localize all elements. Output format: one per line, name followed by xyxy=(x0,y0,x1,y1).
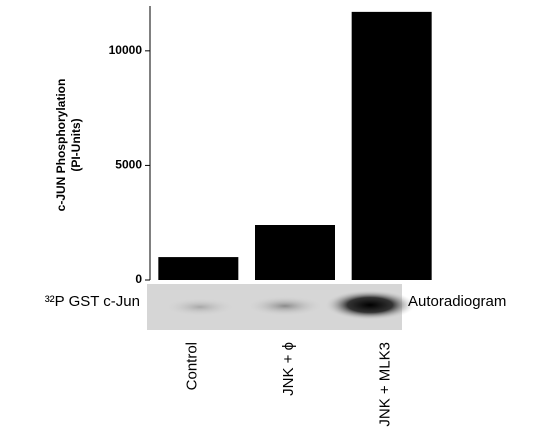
blot-band xyxy=(325,290,415,320)
bar xyxy=(158,257,238,280)
y-tick-label: 0 xyxy=(135,272,142,286)
x-tick-group: Control xyxy=(183,342,200,390)
x-tick-label: Control xyxy=(183,342,200,390)
autoradiogram xyxy=(147,284,415,330)
x-tick-group: JNK + MLK3 xyxy=(377,342,394,427)
y-axis-unit: (PI-Units) xyxy=(69,118,83,171)
bar xyxy=(352,12,432,280)
blot-label: ³²P GST c-Jun xyxy=(45,293,140,310)
chart: ³²P GST c-Jun Autoradiogram c-JUN Phosph… xyxy=(0,0,543,442)
blot-band xyxy=(247,296,323,316)
y-tick-label: 10000 xyxy=(109,43,143,57)
x-tick-label: JNK + ϕ xyxy=(280,342,297,396)
bar xyxy=(255,225,335,280)
blot-title: Autoradiogram xyxy=(408,293,506,310)
x-tick-label: JNK + MLK3 xyxy=(377,342,394,427)
y-axis-label: c-JUN Phosphorylation xyxy=(54,79,68,212)
y-tick-label: 5000 xyxy=(115,158,142,172)
blot-band xyxy=(165,298,235,316)
x-tick-group: JNK + ϕ xyxy=(280,342,297,396)
